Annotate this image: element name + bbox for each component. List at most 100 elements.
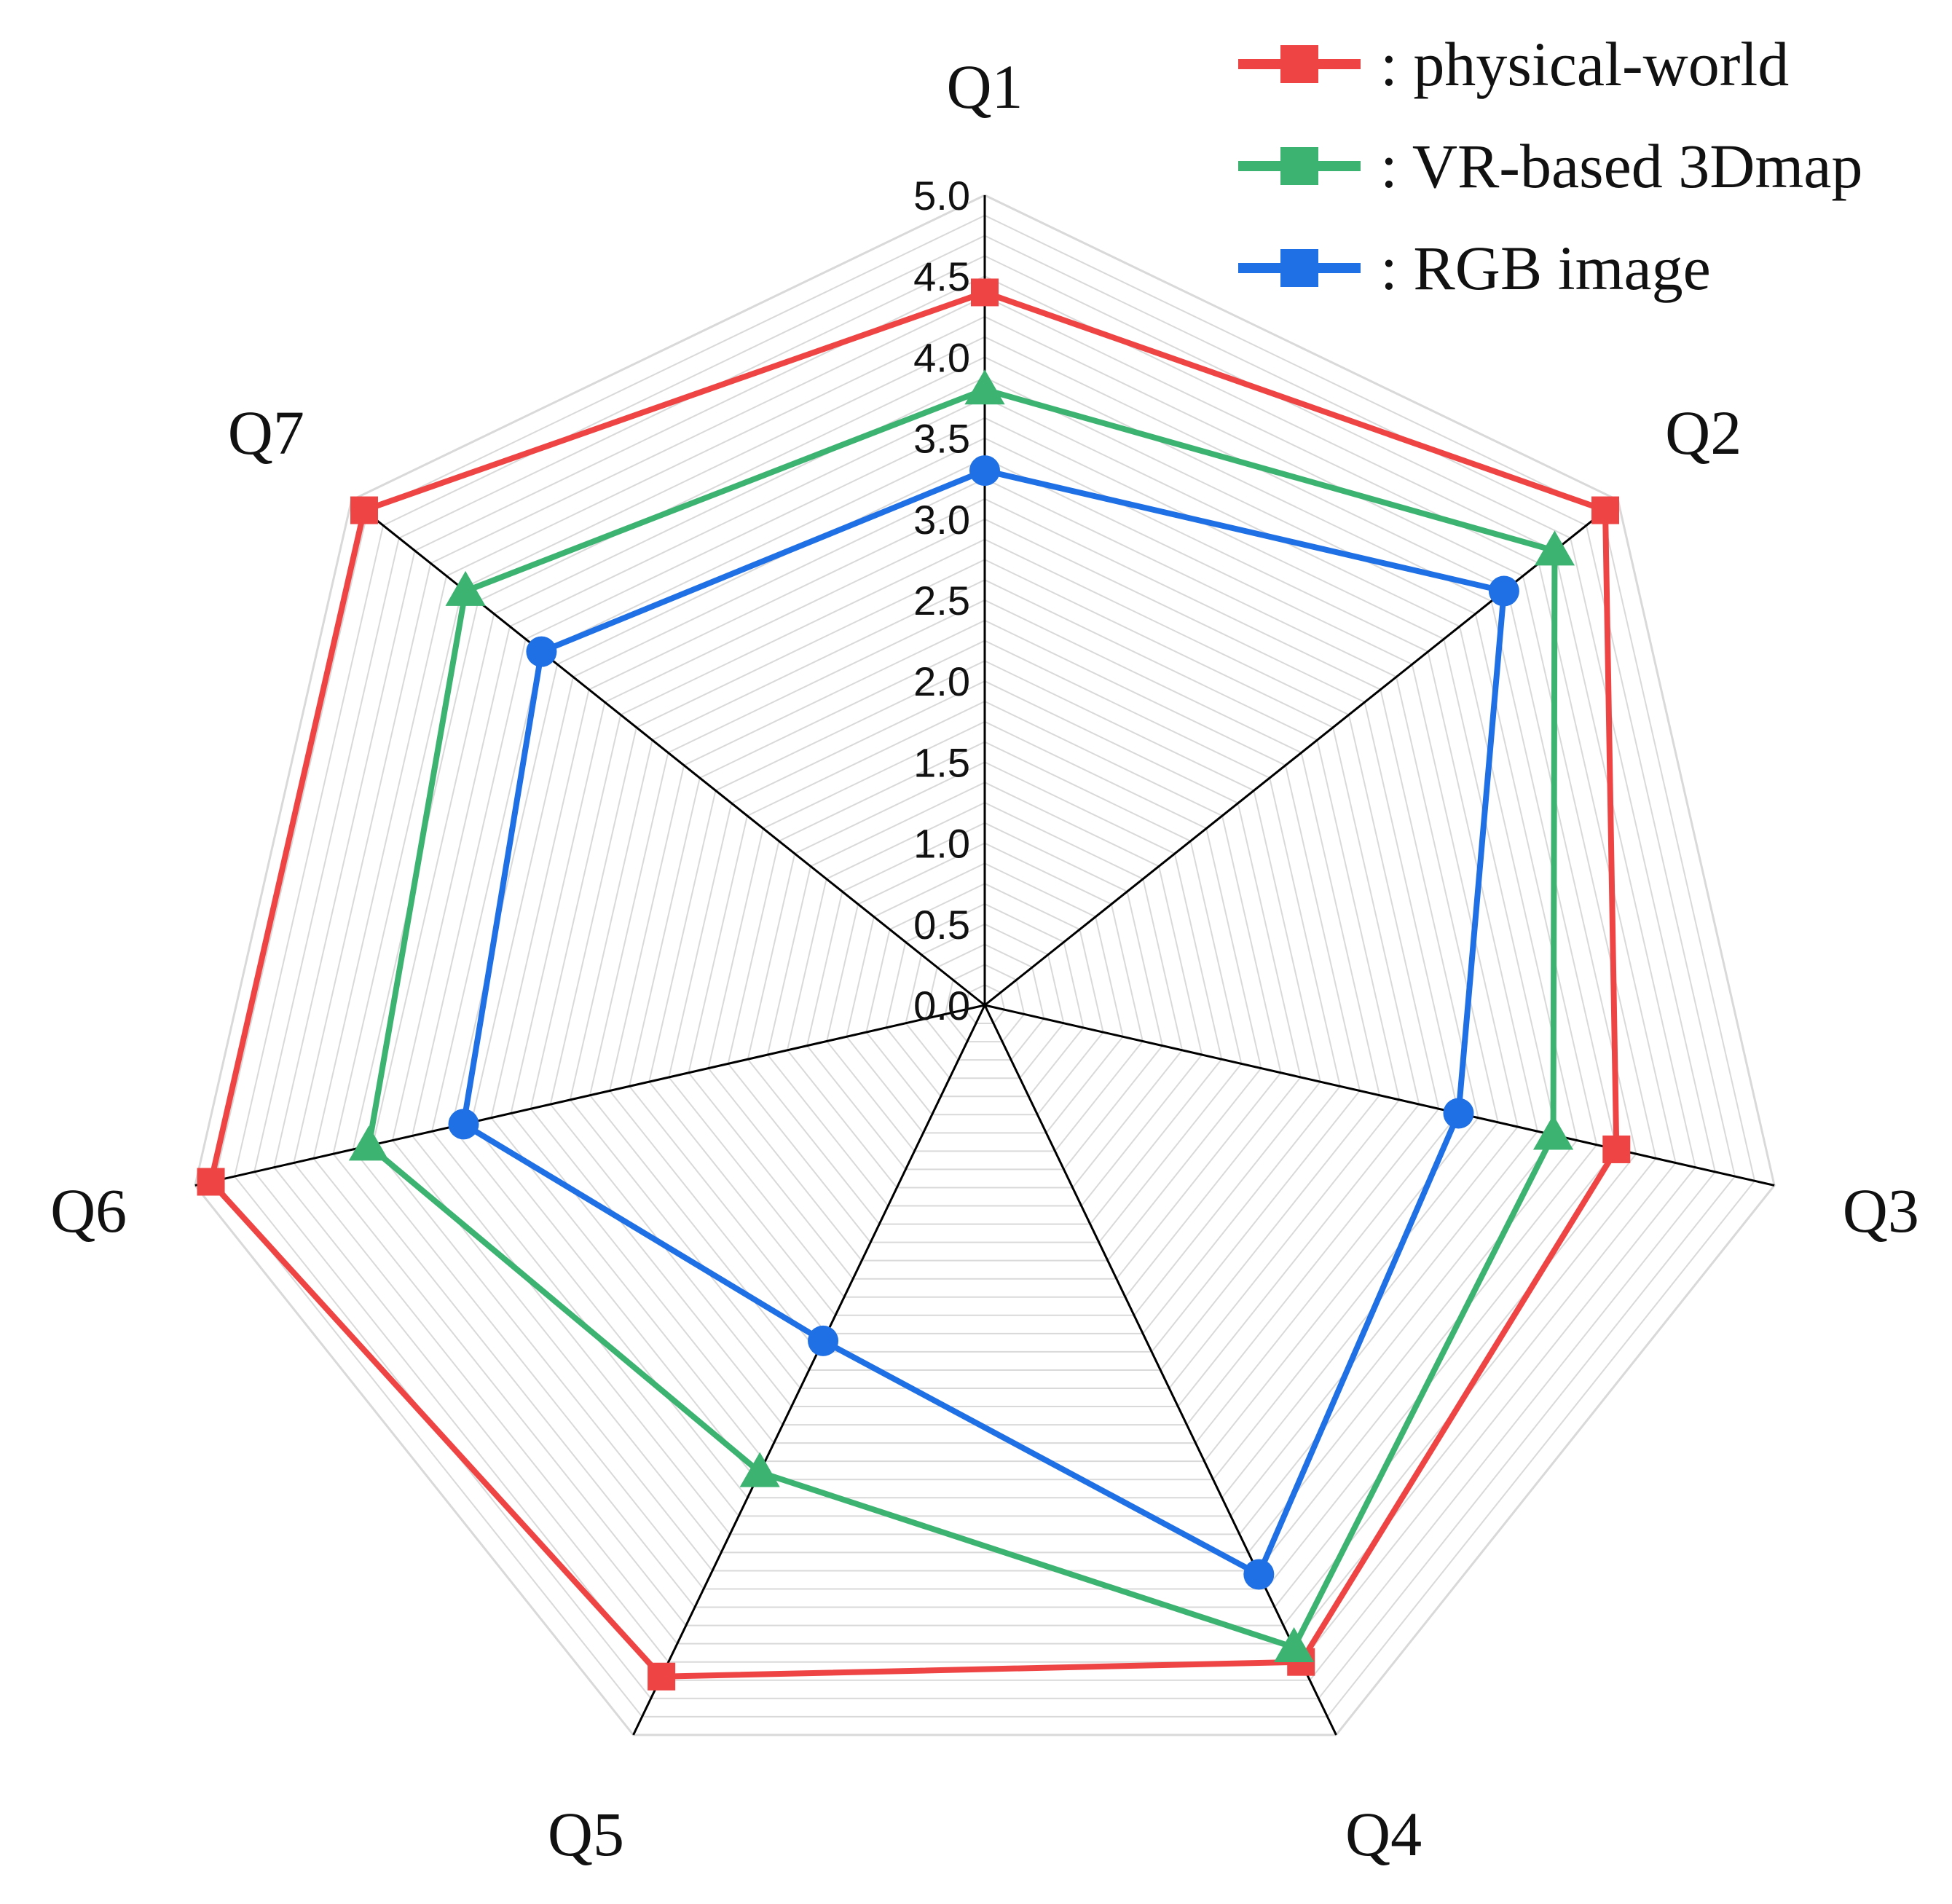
- grid-ring: [549, 559, 1420, 1408]
- grid-ring: [806, 822, 1164, 1171]
- grid-ring: [471, 478, 1499, 1481]
- tick-label: 0.0: [913, 983, 970, 1028]
- legend-item-1: : VR-based 3Dmap: [1238, 131, 1862, 201]
- grid-ring: [865, 883, 1104, 1116]
- tick-label: 4.0: [913, 334, 970, 380]
- data-point-q1: [969, 455, 1000, 487]
- series-line: [460, 468, 1507, 1578]
- data-point-q4: [1273, 1627, 1315, 1663]
- grid: [194, 194, 1776, 1736]
- grid-ring: [194, 194, 1776, 1736]
- grid-ring: [786, 801, 1184, 1189]
- grid-ring: [964, 984, 1006, 1025]
- grid-ring: [312, 315, 1657, 1626]
- tick-label: 4.5: [913, 253, 970, 299]
- data-point-q2: [1534, 530, 1575, 566]
- grid-ring: [885, 902, 1085, 1098]
- grid-ring: [944, 964, 1026, 1043]
- tick-label: 0.5: [913, 902, 970, 948]
- data-point-q6: [197, 1168, 225, 1196]
- grid-ring: [411, 417, 1559, 1535]
- grid-ring: [273, 275, 1696, 1663]
- tick-label: 3.0: [913, 497, 970, 543]
- grid-ring: [431, 437, 1538, 1517]
- axis-label-q1: Q1: [946, 52, 1023, 122]
- data-series: [197, 278, 1631, 1691]
- tick-label: 2.0: [913, 658, 970, 704]
- series-1: [348, 369, 1575, 1663]
- legend: : physical-world : VR-based 3Dmap : RGB im…: [1238, 29, 1862, 303]
- axis-label-q4: Q4: [1345, 1799, 1422, 1869]
- grid-ring: [332, 336, 1637, 1608]
- axis-spoke-q3: [984, 1004, 1775, 1187]
- tick-label: 1.5: [913, 739, 970, 785]
- axis-label-q5: Q5: [548, 1799, 624, 1869]
- legend-swatch: [1280, 147, 1318, 185]
- axis-spokes: [194, 195, 1775, 1736]
- data-point-q5: [648, 1662, 676, 1691]
- tick-label: 5.0: [913, 173, 970, 219]
- grid-ring: [589, 599, 1381, 1371]
- grid-ring: [253, 255, 1716, 1681]
- grid-ring: [727, 741, 1243, 1243]
- grid-ring: [213, 214, 1756, 1718]
- series-0: [197, 278, 1631, 1691]
- grid-ring: [905, 923, 1065, 1079]
- radial-tick-labels: 0.0 0.5 1.0 1.5 2.0 2.5 3.0 3.5 4.0 4.5 5.0: [913, 173, 970, 1028]
- legend-label: : VR-based 3Dmap: [1380, 131, 1862, 201]
- grid-ring: [707, 720, 1262, 1262]
- data-point-q1: [964, 369, 1005, 405]
- axis-spoke-q4: [983, 1004, 1337, 1736]
- grid-ring: [608, 619, 1361, 1353]
- tick-label: 1.0: [913, 821, 970, 867]
- data-point-q5: [739, 1452, 780, 1487]
- data-point-q3: [1532, 1114, 1574, 1150]
- grid-ring: [766, 782, 1203, 1207]
- grid-ring: [648, 660, 1321, 1316]
- data-point-q7: [350, 496, 378, 524]
- grid-ring: [293, 295, 1677, 1645]
- axis-label-q2: Q2: [1665, 398, 1742, 468]
- data-point-q6: [348, 1125, 389, 1161]
- grid-ring: [451, 457, 1519, 1499]
- grid-ring: [747, 761, 1223, 1225]
- grid-ring: [668, 680, 1302, 1298]
- data-point-q7: [526, 636, 557, 667]
- axis-spoke-q7: [350, 499, 985, 1007]
- legend-label: : physical-world: [1380, 29, 1789, 99]
- axis-spoke-q2: [984, 499, 1619, 1007]
- data-point-q1: [971, 278, 999, 307]
- data-point-q2: [1488, 575, 1519, 607]
- grid-ring: [688, 700, 1282, 1280]
- grid-ring: [846, 862, 1124, 1134]
- axis-label-q3: Q3: [1843, 1176, 1919, 1246]
- grid-ring: [490, 497, 1479, 1463]
- series-line: [366, 386, 1558, 1651]
- axis-labels: Q1 Q2 Q3 Q4 Q5 Q6 Q7: [50, 52, 1919, 1869]
- grid-ring: [234, 235, 1736, 1699]
- grid-ring: [826, 842, 1144, 1152]
- data-point-q4: [1243, 1559, 1275, 1590]
- series-2: [448, 455, 1519, 1590]
- data-point-q3: [1443, 1098, 1474, 1129]
- legend-item-0: : physical-world: [1238, 29, 1789, 99]
- legend-item-2: : RGB image: [1238, 233, 1711, 303]
- tick-label: 3.5: [913, 416, 970, 462]
- axis-spoke-q6: [194, 1004, 985, 1187]
- axis-label-q6: Q6: [50, 1176, 127, 1246]
- grid-ring: [569, 579, 1401, 1389]
- tick-label: 2.5: [913, 578, 970, 623]
- axis-spoke-q5: [632, 1004, 986, 1736]
- data-point-q6: [448, 1109, 479, 1140]
- data-point-q5: [808, 1325, 839, 1356]
- grid-ring: [352, 356, 1618, 1590]
- data-point-q2: [1591, 496, 1620, 524]
- grid-ring: [629, 640, 1341, 1334]
- legend-label: : RGB image: [1380, 233, 1711, 303]
- data-point-q7: [445, 570, 486, 606]
- series-line: [208, 289, 1620, 1680]
- grid-ring: [510, 518, 1460, 1444]
- axis-label-q7: Q7: [228, 398, 304, 468]
- legend-swatch: [1280, 249, 1318, 287]
